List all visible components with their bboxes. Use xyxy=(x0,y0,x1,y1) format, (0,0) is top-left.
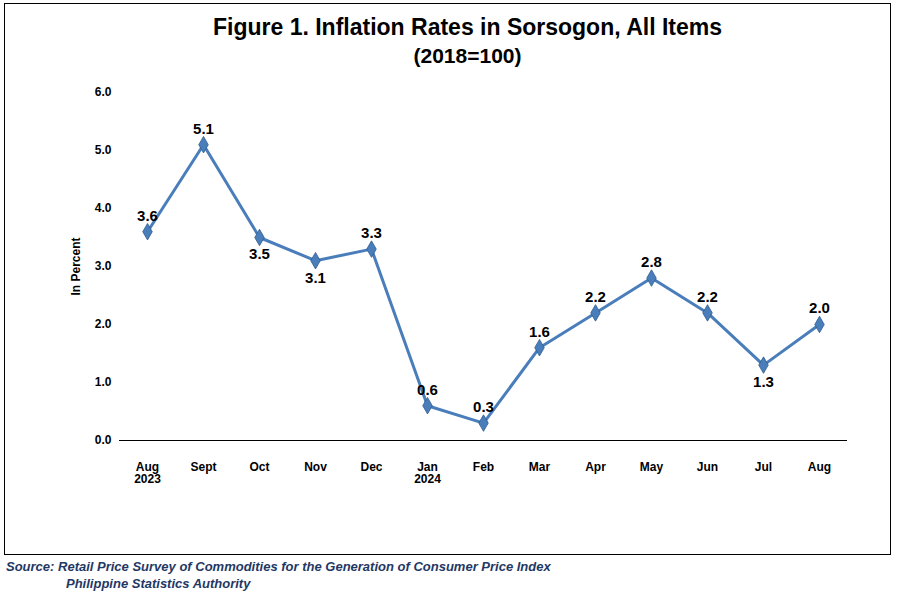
svg-text:2.2: 2.2 xyxy=(585,288,606,305)
svg-text:Sept: Sept xyxy=(190,460,216,474)
svg-text:2.0: 2.0 xyxy=(809,299,830,316)
svg-text:Oct: Oct xyxy=(249,460,269,474)
svg-text:Feb: Feb xyxy=(473,460,494,474)
svg-text:0.3: 0.3 xyxy=(473,398,494,415)
svg-text:5.0: 5.0 xyxy=(95,143,112,157)
svg-text:2.0: 2.0 xyxy=(95,317,112,331)
svg-text:1.6: 1.6 xyxy=(529,323,550,340)
html-text:(2018=100): (2018=100) xyxy=(413,44,522,67)
svg-text:0.6: 0.6 xyxy=(417,381,438,398)
html-text:Philippine Statistics Authorit: Philippine Statistics Authority xyxy=(66,576,251,591)
svg-text:5.1: 5.1 xyxy=(193,120,214,137)
svg-text:Aug2023: Aug2023 xyxy=(134,460,161,486)
svg-text:2.2: 2.2 xyxy=(697,288,718,305)
svg-text:Dec: Dec xyxy=(360,460,382,474)
svg-text:3.5: 3.5 xyxy=(249,245,270,262)
svg-text:3.6: 3.6 xyxy=(137,207,158,224)
svg-text:Mar: Mar xyxy=(529,460,551,474)
svg-text:3.3: 3.3 xyxy=(361,224,382,241)
svg-text:3.1: 3.1 xyxy=(305,269,326,286)
svg-text:Jun: Jun xyxy=(697,460,718,474)
svg-text:4.0: 4.0 xyxy=(95,201,112,215)
svg-text:Nov: Nov xyxy=(304,460,327,474)
html-text:Source: Retail Price Survey of: Source: Retail Price Survey of Commoditi… xyxy=(6,559,551,574)
svg-text:Aug: Aug xyxy=(808,460,831,474)
html-text:Figure 1. Inflation Rates in S: Figure 1. Inflation Rates in Sorsogon, A… xyxy=(213,14,722,40)
svg-text:Jan2024: Jan2024 xyxy=(414,460,441,486)
svg-text:May: May xyxy=(640,460,664,474)
svg-text:2.8: 2.8 xyxy=(641,253,662,270)
svg-text:1.0: 1.0 xyxy=(95,375,112,389)
svg-text:Apr: Apr xyxy=(585,460,606,474)
svg-text:3.0: 3.0 xyxy=(95,259,112,273)
svg-text:Jul: Jul xyxy=(755,460,772,474)
svg-text:In Percent: In Percent xyxy=(69,237,83,295)
svg-text:6.0: 6.0 xyxy=(95,85,112,99)
svg-text:1.3: 1.3 xyxy=(753,373,774,390)
svg-text:0.0: 0.0 xyxy=(95,433,112,447)
